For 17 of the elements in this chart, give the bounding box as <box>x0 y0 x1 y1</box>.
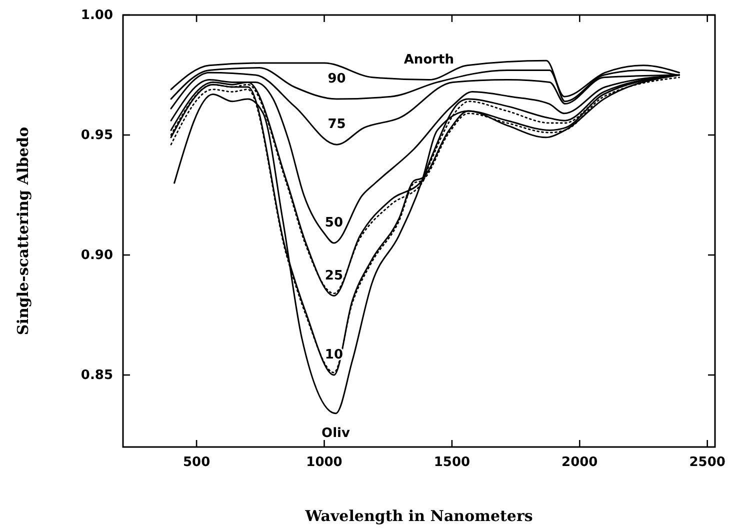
x-tick-label: 500 <box>182 455 210 470</box>
y-axis-title: Single-scattering Albedo <box>14 126 32 336</box>
annotation: 90 <box>328 72 346 87</box>
x-tick-label: 1000 <box>306 455 342 470</box>
annotation: 50 <box>324 216 343 231</box>
x-tick-label: 1500 <box>434 455 470 470</box>
y-tick-label: 0.90 <box>80 248 113 264</box>
y-tick-label: 0.95 <box>80 128 113 144</box>
annotation: Oliv <box>322 426 350 441</box>
annotation: Anorth <box>404 52 454 68</box>
x-tick-label: 2000 <box>562 455 598 470</box>
x-tick-label: 2500 <box>689 455 726 470</box>
y-tick-label: 1.00 <box>80 8 113 24</box>
y-tick-label: 0.85 <box>80 368 113 384</box>
x-axis-title: Wavelength in Nanometers <box>304 507 533 525</box>
annotation: 25 <box>324 268 343 284</box>
annotation: 75 <box>328 117 346 132</box>
